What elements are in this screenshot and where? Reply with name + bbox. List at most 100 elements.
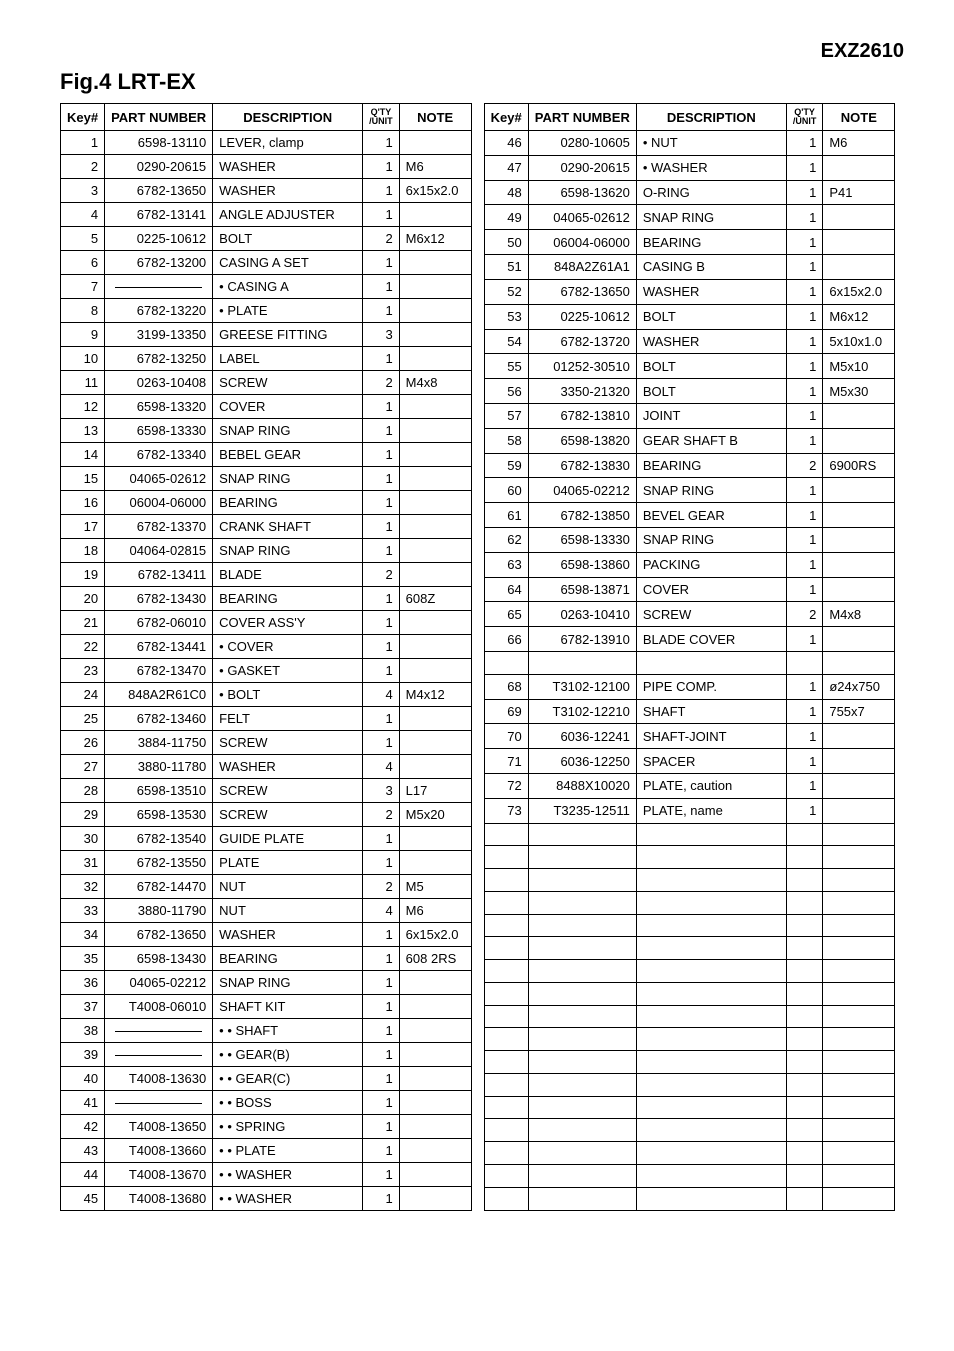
cell-qty: 1 [786,354,823,379]
cell-part: 6598-13620 [528,180,636,205]
cell-qty: 1 [363,587,400,611]
cell-desc: BLADE COVER [636,627,786,652]
cell-note [823,205,895,230]
cell-part: T3102-12210 [528,699,636,724]
table-row: 42T4008-13650• • SPRING1 [61,1115,472,1139]
cell-qty: 1 [363,851,400,875]
cell-note [823,255,895,280]
cell-note [399,1163,471,1187]
cell-part: 0263-10410 [528,602,636,627]
cell-desc: WASHER [213,755,363,779]
cell-qty: 1 [786,428,823,453]
cell-qty: 1 [786,205,823,230]
model-label: EXZ2610 [60,40,904,63]
cell-desc: PLATE [213,851,363,875]
cell-qty: 1 [363,275,400,299]
cell-qty [786,1187,823,1210]
cell-qty: 1 [786,230,823,255]
cell-key: 63 [484,552,528,577]
cell-desc [636,914,786,937]
cell-qty: 1 [363,131,400,155]
cell-desc: • • SPRING [213,1115,363,1139]
page: EXZ2610 Fig.4 LRT-EX Key# PART NUMBER DE… [0,0,954,1251]
table-row: 20290-20615WASHER1M6 [61,155,472,179]
cell-desc: • GASKET [213,659,363,683]
table-row: 666782-13910BLADE COVER1 [484,627,895,652]
cell-desc: • BOLT [213,683,363,707]
table-row: 44T4008-13670• • WASHER1 [61,1163,472,1187]
cell-key: 54 [484,329,528,354]
cell-desc: SCREW [636,602,786,627]
cell-desc: • CASING A [213,275,363,299]
cell-qty: 1 [363,659,400,683]
cell-desc: SHAFT KIT [213,995,363,1019]
cell-desc [636,1164,786,1187]
cell-part [528,1096,636,1119]
cell-note [823,478,895,503]
cell-note: M5x10 [823,354,895,379]
cell-key: 53 [484,304,528,329]
cell-part [528,652,636,675]
cell-qty [786,1073,823,1096]
cell-key: 9 [61,323,105,347]
cell-qty: 2 [363,563,400,587]
table-row: 1804064-02815SNAP RING1 [61,539,472,563]
cell-part [528,937,636,960]
cell-note [399,443,471,467]
cell-note [399,1187,471,1211]
cell-note [823,503,895,528]
cell-desc: PLATE, caution [636,774,786,799]
table-row [484,960,895,983]
cell-key: 20 [61,587,105,611]
cell-note [823,891,895,914]
cell-key: 36 [61,971,105,995]
cell-note: M6x12 [823,304,895,329]
cell-note [399,1115,471,1139]
col-qty: Q'TY /UNIT [363,104,400,131]
cell-part [528,1164,636,1187]
table-row [484,914,895,937]
cell-desc: SNAP RING [213,419,363,443]
cell-key: 62 [484,528,528,553]
table-row [484,1005,895,1028]
table-row: 316782-13550PLATE1 [61,851,472,875]
table-row: 38• • SHAFT1 [61,1019,472,1043]
cell-desc [636,1142,786,1165]
cell-qty [786,823,823,846]
cell-part: 6782-13141 [105,203,213,227]
cell-part: 6782-13370 [105,515,213,539]
table-row: 46782-13141ANGLE ADJUSTER1 [61,203,472,227]
cell-key: 46 [484,131,528,156]
table-row: 728488X10020PLATE, caution1 [484,774,895,799]
cell-part: 6782-13441 [105,635,213,659]
cell-part: 6598-13430 [105,947,213,971]
table-row: 126598-13320COVER1 [61,395,472,419]
cell-note: 6x15x2.0 [823,279,895,304]
cell-part: 3199-13350 [105,323,213,347]
cell-note [823,869,895,892]
cell-note [823,1005,895,1028]
cell-part: 0263-10408 [105,371,213,395]
table-row: 286598-13510SCREW3L17 [61,779,472,803]
cell-note: M4x8 [399,371,471,395]
cell-desc: • COVER [213,635,363,659]
cell-desc [636,960,786,983]
cell-desc: COVER ASS'Y [213,611,363,635]
cell-key: 38 [61,1019,105,1043]
cell-desc: BOLT [636,379,786,404]
cell-desc: BEVEL GEAR [636,503,786,528]
cell-part [528,891,636,914]
cell-qty: 1 [786,329,823,354]
table-row: 196782-13411BLADE2 [61,563,472,587]
col-note: NOTE [399,104,471,131]
cell-part: 848A2Z61A1 [528,255,636,280]
cell-qty [786,652,823,675]
cell-key: 26 [61,731,105,755]
cell-desc: WASHER [213,923,363,947]
cell-desc: • • WASHER [213,1163,363,1187]
cell-desc: SNAP RING [213,971,363,995]
cell-key: 56 [484,379,528,404]
table-row: 43T4008-13660• • PLATE1 [61,1139,472,1163]
cell-key: 17 [61,515,105,539]
cell-note [823,1187,895,1210]
